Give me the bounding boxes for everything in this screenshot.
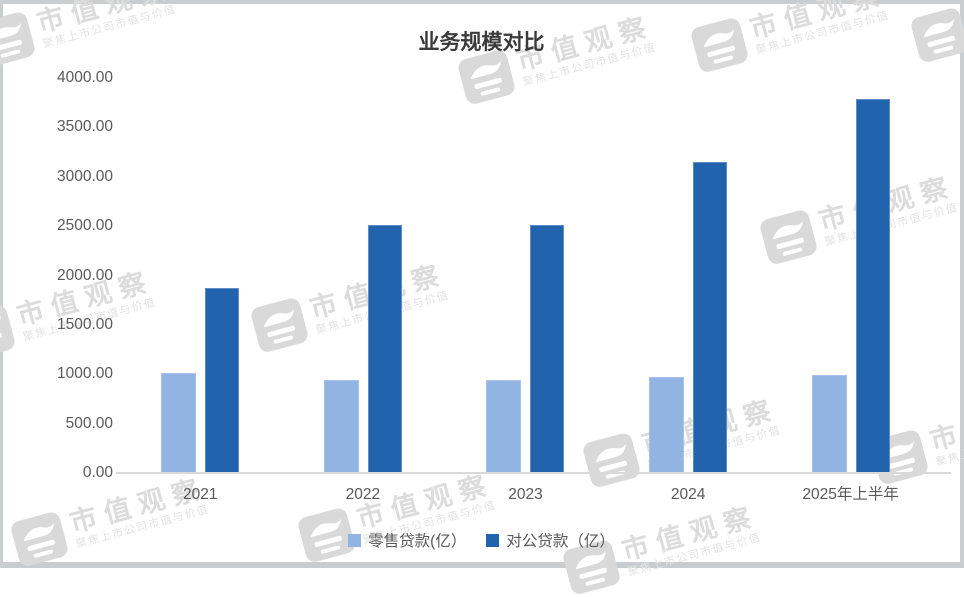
chart-title: 业务规模对比 bbox=[418, 31, 545, 54]
bar-group-2025年上半年 bbox=[769, 78, 932, 473]
bar-对公贷款（亿）-2022 bbox=[367, 225, 402, 473]
y-tick-label: 1500.00 bbox=[56, 315, 113, 333]
bar-对公贷款（亿）-2023 bbox=[530, 224, 565, 473]
y-tick-label: 0.00 bbox=[82, 464, 113, 481]
bar-group-2023 bbox=[444, 78, 607, 473]
legend: 零售贷款(亿） 对公贷款（亿） bbox=[3, 529, 960, 551]
bar-零售贷款(亿）-2024 bbox=[649, 376, 685, 473]
bar-group-2022 bbox=[282, 78, 445, 473]
legend-label: 对公贷款（亿） bbox=[506, 533, 615, 550]
bar-对公贷款（亿）-2025年上半年 bbox=[855, 98, 890, 473]
x-axis-label-2024: 2024 bbox=[670, 486, 706, 503]
bar-零售贷款(亿）-2021 bbox=[161, 373, 197, 473]
legend-item: 零售贷款(亿） bbox=[348, 529, 466, 551]
bar-group-2024 bbox=[607, 78, 770, 473]
y-tick-label: 500.00 bbox=[65, 414, 113, 432]
legend-swatch-icon bbox=[348, 533, 362, 547]
x-axis-label-2023: 2023 bbox=[508, 486, 543, 503]
bar-零售贷款(亿）-2023 bbox=[486, 379, 522, 473]
x-axis-line bbox=[116, 472, 951, 474]
y-axis-tick-labels: 4000.00 3500.00 3000.00 2500.00 2000.00 1500.… bbox=[9, 4, 113, 562]
bar-group-2021 bbox=[119, 78, 282, 473]
y-tick-label: 2000.00 bbox=[56, 266, 113, 284]
bar-零售贷款(亿）-2025年上半年 bbox=[811, 375, 847, 473]
x-axis-label-2021: 2021 bbox=[183, 486, 218, 503]
y-tick-label: 3500.00 bbox=[56, 118, 113, 136]
bar-对公贷款（亿）-2021 bbox=[205, 288, 240, 473]
legend-swatch-icon bbox=[486, 533, 500, 547]
bar-零售贷款(亿）-2022 bbox=[323, 380, 359, 473]
x-axis-labels: 2021 2022 2023 2024 2025年上半年 bbox=[119, 485, 932, 505]
x-axis-label-2022: 2022 bbox=[345, 486, 381, 503]
plot-area bbox=[119, 78, 932, 473]
bar-对公贷款（亿）-2024 bbox=[693, 161, 728, 473]
y-tick-label: 1000.00 bbox=[56, 365, 113, 383]
y-tick-label: 2500.00 bbox=[56, 217, 113, 235]
legend-item: 对公贷款（亿） bbox=[486, 529, 615, 551]
legend-label: 零售贷款(亿） bbox=[368, 533, 467, 550]
y-tick-label: 4000.00 bbox=[56, 69, 113, 86]
x-axis-label-2025年上半年: 2025年上半年 bbox=[802, 486, 899, 503]
y-tick-label: 3000.00 bbox=[56, 167, 113, 185]
